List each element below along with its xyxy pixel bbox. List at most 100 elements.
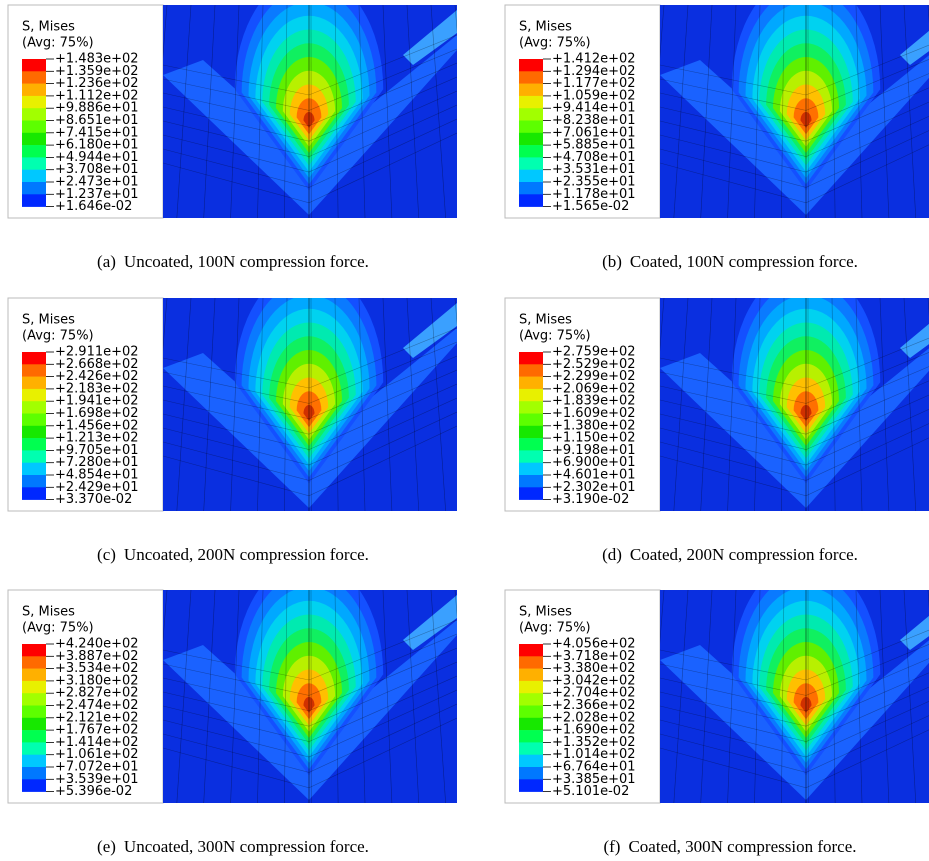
color-band [22, 145, 46, 158]
caption: (d) Coated, 200N compression force. [602, 545, 858, 564]
caption-text: Uncoated, 300N compression force. [124, 837, 369, 856]
contour-body [123, 0, 472, 218]
legend-value: +5.396e-02 [55, 784, 132, 799]
color-band [22, 364, 46, 377]
color-band [22, 133, 46, 146]
color-band [22, 414, 46, 427]
legend-avg: (Avg: 75%) [22, 621, 94, 636]
caption-text: Uncoated, 100N compression force. [124, 252, 369, 271]
color-band [519, 669, 543, 682]
caption-label: (d) [602, 545, 622, 564]
color-band [519, 742, 543, 755]
color-band [519, 730, 543, 743]
caption-label: (f) [603, 837, 620, 856]
caption: (f) Coated, 300N compression force. [603, 837, 856, 856]
color-band [22, 450, 46, 463]
color-band [22, 377, 46, 390]
color-band [519, 84, 543, 97]
legend-avg: (Avg: 75%) [22, 36, 94, 51]
color-band [519, 108, 543, 121]
legend-title: S, Mises [22, 313, 75, 328]
color-band [22, 681, 46, 694]
panel: S, Mises(Avg: 75%)+2.759e+02+2.529e+02+2… [505, 268, 929, 564]
color-band [519, 71, 543, 84]
mesh-line [455, 590, 473, 803]
color-band [22, 182, 46, 195]
panel: S, Mises(Avg: 75%)+4.240e+02+3.887e+02+3… [8, 560, 473, 856]
color-band [519, 450, 543, 463]
color-band [519, 364, 543, 377]
mesh-line [455, 298, 473, 511]
color-band [22, 108, 46, 121]
color-band [22, 669, 46, 682]
color-band [22, 170, 46, 183]
color-band [519, 59, 543, 72]
legend: S, Mises(Avg: 75%)+2.911e+02+2.668e+02+2… [8, 298, 163, 511]
caption-label: (e) [97, 837, 116, 856]
color-band [519, 377, 543, 390]
color-band [519, 463, 543, 476]
caption: (c)Uncoated, 200N compression force. [97, 545, 369, 564]
caption: (b)Coated, 100N compression force. [602, 252, 858, 271]
color-band [22, 767, 46, 780]
color-band [22, 389, 46, 402]
contour-image [123, 268, 472, 511]
contour-body [123, 560, 472, 803]
color-band [22, 644, 46, 657]
color-band [519, 145, 543, 158]
color-band [22, 693, 46, 706]
color-band [519, 194, 543, 207]
color-band [22, 656, 46, 669]
color-band [519, 414, 543, 427]
legend-avg: (Avg: 75%) [519, 621, 591, 636]
color-band [519, 352, 543, 365]
contour-image [620, 0, 929, 218]
panel: S, Mises(Avg: 75%)+1.483e+02+1.359e+02+1… [8, 0, 473, 271]
color-band [519, 656, 543, 669]
color-band [519, 693, 543, 706]
legend-avg: (Avg: 75%) [519, 36, 591, 51]
contour-body [620, 268, 929, 511]
color-band [519, 487, 543, 500]
color-band [519, 426, 543, 439]
legend-value: +1.565e-02 [552, 199, 629, 214]
color-band [519, 779, 543, 792]
caption: (a) Uncoated, 100N compression force. [97, 252, 369, 271]
color-band [519, 170, 543, 183]
panel: S, Mises(Avg: 75%)+4.056e+02+3.718e+02+3… [505, 560, 929, 856]
color-band [519, 121, 543, 134]
legend: S, Mises(Avg: 75%)+1.412e+02+1.294e+02+1… [505, 5, 660, 218]
caption-text: Coated, 300N compression force. [628, 837, 856, 856]
caption-text: Coated, 200N compression force. [630, 545, 858, 564]
color-band [22, 475, 46, 488]
legend: S, Mises(Avg: 75%)+2.759e+02+2.529e+02+2… [505, 298, 660, 511]
color-band [22, 438, 46, 451]
color-band [519, 96, 543, 109]
color-band [22, 755, 46, 768]
color-band [22, 157, 46, 170]
color-band [519, 157, 543, 170]
legend-title: S, Mises [519, 20, 572, 35]
color-band [22, 401, 46, 414]
color-band [519, 389, 543, 402]
color-band [22, 59, 46, 72]
color-band [519, 644, 543, 657]
legend-value: +1.646e-02 [55, 199, 132, 214]
legend-value: +3.370e-02 [55, 492, 132, 507]
caption-label: (a) [97, 252, 116, 271]
legend-title: S, Mises [22, 605, 75, 620]
color-band [519, 767, 543, 780]
contour-body [620, 560, 929, 803]
contour-body [620, 0, 929, 218]
caption-label: (b) [602, 252, 622, 271]
color-band [22, 742, 46, 755]
color-band [22, 706, 46, 719]
contour-image [620, 268, 929, 511]
color-band [22, 121, 46, 134]
contour-image [620, 560, 929, 803]
legend-value: +5.101e-02 [552, 784, 629, 799]
color-band [519, 475, 543, 488]
color-band [519, 718, 543, 731]
color-band [519, 182, 543, 195]
